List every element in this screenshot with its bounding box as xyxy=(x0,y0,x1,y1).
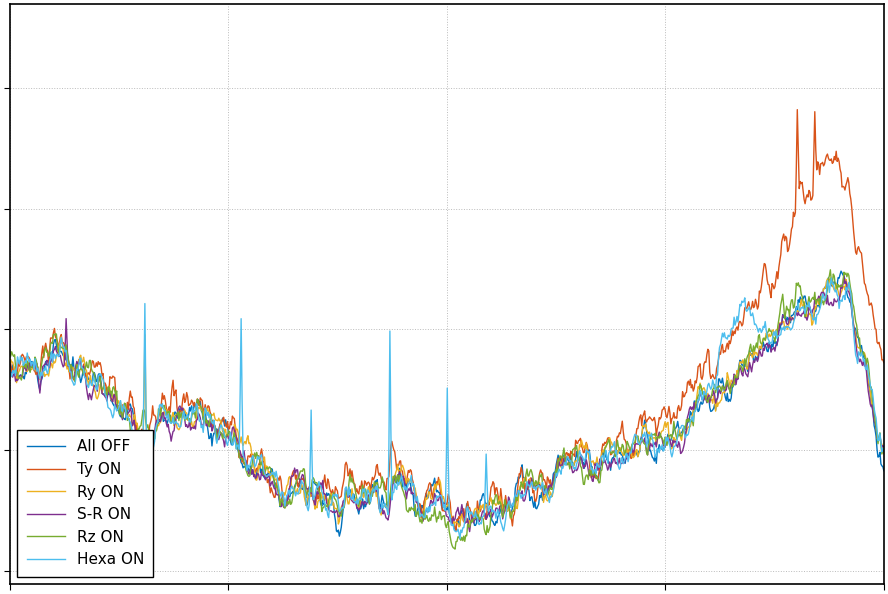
Rz ON xyxy=(99,384,110,391)
All OFF xyxy=(628,452,638,459)
S-R ON xyxy=(377,510,388,517)
S-R ON xyxy=(760,342,771,349)
S-R ON xyxy=(628,448,638,456)
Ry ON xyxy=(878,450,888,457)
Ry ON xyxy=(760,336,771,343)
Ty ON xyxy=(663,403,674,410)
Rz ON xyxy=(4,346,15,353)
Ty ON xyxy=(451,527,462,534)
Rz ON xyxy=(825,266,836,273)
All OFF xyxy=(878,467,888,474)
Hexa ON xyxy=(232,442,242,449)
Rz ON xyxy=(663,432,674,439)
Line: All OFF: All OFF xyxy=(10,271,884,536)
All OFF xyxy=(379,500,390,507)
All OFF xyxy=(836,267,846,274)
Ty ON xyxy=(99,380,110,387)
Line: Rz ON: Rz ON xyxy=(10,270,884,549)
Legend: All OFF, Ty ON, Ry ON, S-R ON, Rz ON, Hexa ON: All OFF, Ty ON, Ry ON, S-R ON, Rz ON, He… xyxy=(18,430,154,577)
Ry ON xyxy=(454,523,464,530)
Rz ON xyxy=(878,447,888,454)
Ry ON xyxy=(4,360,15,367)
All OFF xyxy=(99,391,110,399)
Rz ON xyxy=(760,337,771,344)
S-R ON xyxy=(878,444,888,451)
Hexa ON xyxy=(663,440,674,447)
Hexa ON xyxy=(99,391,110,398)
S-R ON xyxy=(99,393,110,400)
Ty ON xyxy=(628,448,638,455)
All OFF xyxy=(760,342,771,349)
Ry ON xyxy=(825,274,836,282)
Ry ON xyxy=(232,426,242,433)
Ty ON xyxy=(4,374,15,381)
All OFF xyxy=(4,368,15,375)
S-R ON xyxy=(232,435,242,443)
S-R ON xyxy=(663,436,674,443)
Hexa ON xyxy=(826,274,836,282)
Ty ON xyxy=(377,478,388,485)
All OFF xyxy=(663,435,674,442)
S-R ON xyxy=(4,366,15,374)
Ty ON xyxy=(232,443,242,450)
All OFF xyxy=(334,533,345,540)
Ty ON xyxy=(760,261,771,268)
Hexa ON xyxy=(377,504,388,511)
Hexa ON xyxy=(4,364,15,371)
Ty ON xyxy=(792,106,803,113)
Hexa ON xyxy=(760,318,771,325)
Line: Ry ON: Ry ON xyxy=(10,278,884,527)
Rz ON xyxy=(232,440,242,447)
Hexa ON xyxy=(455,535,465,542)
All OFF xyxy=(232,441,242,448)
S-R ON xyxy=(838,272,849,279)
Ry ON xyxy=(99,390,110,397)
Ry ON xyxy=(663,433,674,440)
Rz ON xyxy=(377,477,388,484)
Line: S-R ON: S-R ON xyxy=(10,276,884,532)
Rz ON xyxy=(449,545,460,552)
Ry ON xyxy=(628,454,638,462)
Ty ON xyxy=(878,359,888,366)
Rz ON xyxy=(628,441,638,448)
Hexa ON xyxy=(628,438,638,445)
S-R ON xyxy=(464,528,475,535)
Ry ON xyxy=(377,504,388,511)
Hexa ON xyxy=(878,445,888,452)
Line: Ty ON: Ty ON xyxy=(10,110,884,530)
Line: Hexa ON: Hexa ON xyxy=(10,278,884,539)
